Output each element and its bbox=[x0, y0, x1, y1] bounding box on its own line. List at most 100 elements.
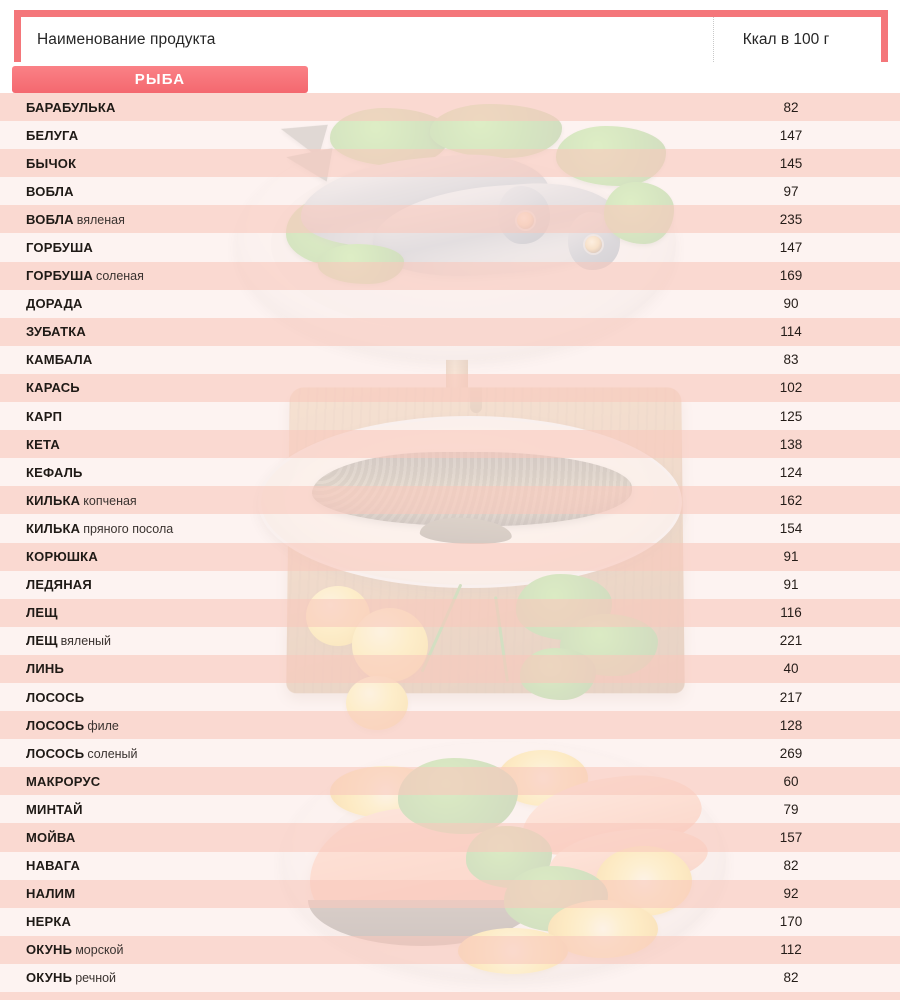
table-row[interactable]: НАВАГА 82 bbox=[0, 851, 900, 880]
kcal-value-cell: 83 bbox=[783, 352, 799, 368]
product-name: КАРП bbox=[26, 408, 63, 424]
kcal-value-cell: 170 bbox=[779, 914, 803, 930]
product-name: БАРАБУЛЬКА bbox=[26, 99, 116, 115]
table-row[interactable]: ВОБЛА вяленая 235 bbox=[0, 205, 900, 234]
kcal-value-cell: 79 bbox=[783, 801, 799, 817]
table-row[interactable]: ЛИНЬ 40 bbox=[0, 654, 900, 683]
table-row[interactable]: ГОРБУША 147 bbox=[0, 233, 900, 262]
table-row[interactable]: ЛЕЩ вяленый 221 bbox=[0, 626, 900, 655]
product-name-cell: НЕРКА bbox=[0, 914, 706, 929]
table-row[interactable]: ЛОСОСЬ 217 bbox=[0, 682, 900, 712]
table-row[interactable]: КЕФАЛЬ 124 bbox=[0, 458, 900, 487]
table-body: БАРАБУЛЬКА 82 БЕЛУГА 147 БЫЧОК 145 ВОБЛА 97 ВОБЛ… bbox=[0, 93, 900, 1000]
product-name: КИЛЬКА bbox=[26, 492, 81, 508]
kcal-value-cell: 92 bbox=[783, 886, 799, 902]
table-row[interactable]: ЛОСОСЬ соленый 269 bbox=[0, 739, 900, 768]
kcal-value-cell: 102 bbox=[779, 380, 803, 396]
table-row[interactable]: ОКУНЬ речной 82 bbox=[0, 963, 900, 992]
table-row[interactable]: ЛЕЩ 116 bbox=[0, 598, 900, 627]
table-row[interactable]: НАЛИМ 92 bbox=[0, 879, 900, 908]
table-row[interactable]: МОЙВА 157 bbox=[0, 823, 900, 852]
table-row[interactable]: ДОРАДА 90 bbox=[0, 289, 900, 318]
product-name: ЛЕЩ bbox=[26, 605, 58, 621]
product-name-cell: ЛОСОСЬ bbox=[0, 690, 706, 705]
product-name: КЕФАЛЬ bbox=[26, 464, 83, 480]
table-row[interactable]: НЕРКА 170 bbox=[0, 907, 900, 936]
product-name: ЛЕДЯНАЯ bbox=[26, 577, 92, 593]
product-qualifier: морской bbox=[75, 943, 124, 958]
table-row[interactable]: ЛЕДЯНАЯ 91 bbox=[0, 570, 900, 599]
product-name: БЫЧОК bbox=[26, 155, 77, 171]
product-name-cell: КИЛЬКА пряного посола bbox=[0, 521, 706, 536]
product-name-cell: ЛЕДЯНАЯ bbox=[0, 577, 706, 592]
product-qualifier: вяленая bbox=[76, 212, 125, 227]
product-name: НЕРКА bbox=[26, 914, 72, 930]
kcal-value-cell: 112 bbox=[780, 942, 802, 958]
table-row[interactable]: БЕЛУГА 147 bbox=[0, 121, 900, 150]
kcal-value-cell: 221 bbox=[779, 633, 803, 649]
product-qualifier: соленый bbox=[87, 746, 138, 761]
product-name: ГОРБУША bbox=[26, 240, 93, 256]
kcal-value-cell: 164 bbox=[706, 999, 900, 1000]
table-row[interactable]: ОКУНЬ морской 112 bbox=[0, 935, 900, 964]
table-row[interactable]: КАРП 125 bbox=[0, 402, 900, 431]
table-row[interactable]: КАМБАЛА 83 bbox=[0, 345, 900, 374]
table-row[interactable]: ВОБЛА 97 bbox=[0, 177, 900, 206]
kcal-value-cell: 157 bbox=[779, 829, 803, 845]
product-name-cell: ГОРБУША соленая bbox=[0, 268, 706, 283]
kcal-value-cell: 90 bbox=[783, 296, 799, 312]
product-name: КЕТА bbox=[26, 436, 60, 452]
product-qualifier: копченая bbox=[83, 493, 137, 508]
table-row[interactable]: КЕТА 138 bbox=[0, 430, 900, 459]
kcal-value-cell: 40 bbox=[783, 661, 799, 677]
kcal-value-cell: 169 bbox=[779, 268, 803, 284]
product-name-cell: КЕФАЛЬ bbox=[0, 465, 706, 480]
table-row[interactable]: БЫЧОК 145 bbox=[0, 149, 900, 178]
table-row[interactable]: МАКРОРУС 60 bbox=[0, 767, 900, 796]
table-row[interactable]: КИЛЬКА копченая 162 bbox=[0, 486, 900, 515]
kcal-value-cell: 217 bbox=[779, 689, 803, 705]
product-name: МАКРОРУС bbox=[26, 773, 101, 789]
product-name-cell: КАРАСЬ bbox=[0, 380, 706, 395]
product-name-cell: ВОБЛА вяленая bbox=[0, 212, 706, 227]
product-name-cell: БАРАБУЛЬКА bbox=[0, 100, 706, 115]
table-row[interactable]: ЗУБАТКА 114 bbox=[0, 317, 900, 346]
product-name-cell: БЫЧОК bbox=[0, 156, 706, 171]
kcal-value-cell: 269 bbox=[779, 745, 803, 761]
kcal-value-cell: 154 bbox=[779, 520, 803, 536]
table-row[interactable]: ГОРБУША соленая 169 bbox=[0, 261, 900, 290]
table-row[interactable]: КОРЮШКА 91 bbox=[0, 542, 900, 571]
category-badge-fish: РЫБА bbox=[12, 66, 308, 93]
product-name-cell: НАВАГА bbox=[0, 858, 706, 873]
table-row[interactable]: ОСЕТР 164 bbox=[0, 992, 900, 1000]
product-name: НАВАГА bbox=[26, 858, 81, 874]
product-name: ЛОСОСЬ bbox=[26, 689, 85, 705]
product-name: МОЙВА bbox=[26, 829, 76, 845]
kcal-value-cell: 124 bbox=[779, 464, 803, 480]
product-name: КАМБАЛА bbox=[26, 352, 93, 368]
product-name-cell: КАМБАЛА bbox=[0, 352, 706, 367]
kcal-value-cell: 125 bbox=[779, 408, 803, 424]
product-name-cell: НАЛИМ bbox=[0, 886, 706, 901]
table-row[interactable]: МИНТАЙ 79 bbox=[0, 795, 900, 824]
product-name-cell: КЕТА bbox=[0, 437, 706, 452]
product-name-cell: ЛИНЬ bbox=[0, 661, 706, 676]
kcal-value-cell: 235 bbox=[779, 211, 803, 227]
product-qualifier: вяленый bbox=[60, 634, 112, 649]
product-name: ЛИНЬ bbox=[26, 661, 64, 677]
product-name-cell: ЗУБАТКА bbox=[0, 324, 706, 339]
product-name: ДОРАДА bbox=[26, 296, 83, 312]
product-name-cell: ОКУНЬ речной bbox=[0, 970, 706, 985]
column-header-kcal: Ккал в 100 г bbox=[742, 30, 830, 48]
kcal-value-cell: 116 bbox=[780, 605, 802, 621]
product-qualifier: речной bbox=[75, 971, 117, 986]
table-row[interactable]: КИЛЬКА пряного посола 154 bbox=[0, 514, 900, 543]
kcal-value-cell: 82 bbox=[783, 970, 799, 986]
table-row[interactable]: БАРАБУЛЬКА 82 bbox=[0, 93, 900, 122]
product-name: ЛОСОСЬ bbox=[26, 717, 85, 733]
table-row[interactable]: КАРАСЬ 102 bbox=[0, 373, 900, 403]
table-row[interactable]: ЛОСОСЬ филе 128 bbox=[0, 711, 900, 740]
product-name: ЛОСОСЬ bbox=[26, 745, 85, 761]
